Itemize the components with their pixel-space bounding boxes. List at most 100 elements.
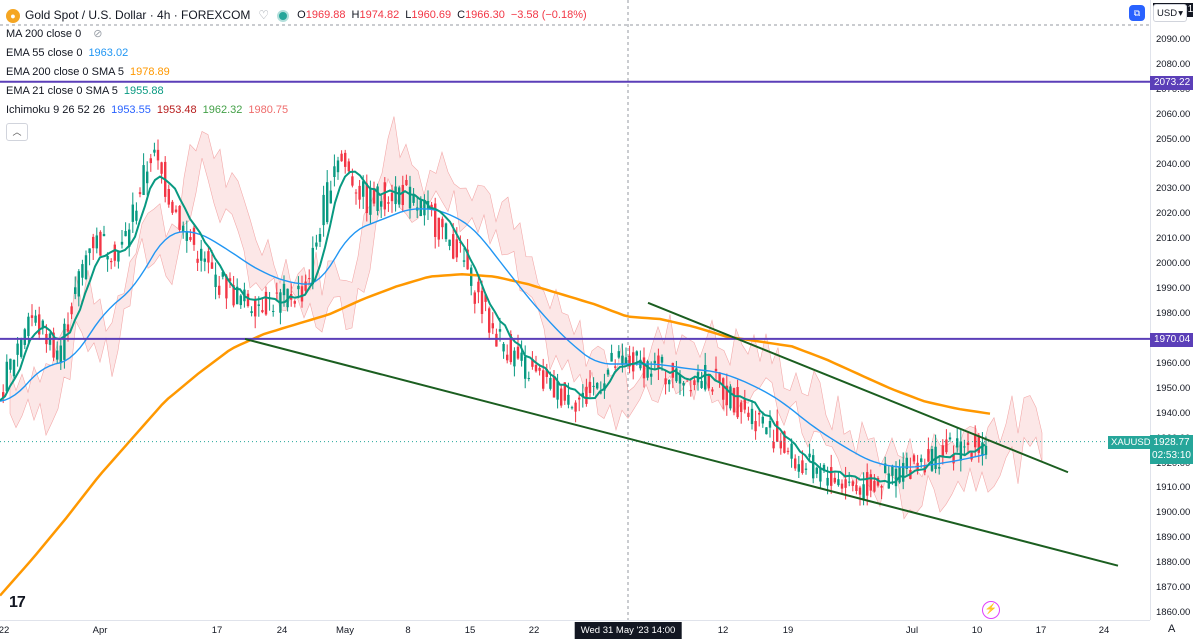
candle-body [92, 236, 95, 249]
ohlc-h-value: 1974.82 [359, 9, 400, 21]
lightning-icon[interactable]: ⚡ [982, 601, 1000, 619]
candle-body [509, 334, 512, 363]
candle-body [52, 332, 55, 358]
candle-body [732, 388, 736, 413]
candle-body [772, 441, 775, 449]
candle-body [700, 380, 703, 388]
price-change: −3.58 (−0.18%) [510, 9, 587, 21]
candle-body [776, 421, 779, 442]
candle-body [898, 467, 901, 483]
time-tick: Jul [905, 625, 919, 636]
candle-body [308, 278, 311, 280]
indicator-row-ichimoku[interactable]: Ichimoku 9 26 52 26 1953.55 1953.48 1962… [6, 101, 587, 120]
compare-icon[interactable]: ⧉ [1129, 5, 1145, 21]
indicator-row-ema55[interactable]: EMA 55 close 0 1963.02 [6, 44, 587, 63]
ohlc-h-key: H [351, 9, 360, 21]
candle-body [754, 421, 757, 432]
candle-body [304, 281, 307, 291]
candle-body [261, 310, 264, 313]
candle-body [380, 201, 383, 207]
candle-body [34, 315, 37, 323]
candle-body [300, 286, 304, 302]
candle-body [660, 356, 664, 363]
candle-body [506, 354, 509, 361]
time-tick: 15 [464, 625, 476, 636]
candle-body [63, 323, 66, 360]
eye-off-icon[interactable]: ⊘ [93, 28, 103, 40]
candle-body [714, 368, 718, 372]
candle-body [538, 367, 541, 371]
price-tick: 1860.00 [1156, 607, 1191, 618]
candle-body [394, 186, 397, 205]
candle-body [822, 464, 826, 471]
candle-body [282, 283, 286, 296]
axis-settings-button[interactable]: A [1168, 623, 1176, 635]
candle-body [707, 374, 710, 389]
indicator-row-ma200[interactable]: MA 200 close 0 ⊘ [6, 25, 587, 44]
price-tick: 1870.00 [1156, 582, 1191, 594]
candle-body [794, 458, 797, 469]
candle-body [16, 343, 19, 355]
candle-body [592, 385, 595, 387]
candle-body [761, 416, 764, 424]
currency-dropdown[interactable]: USD ▾ [1153, 4, 1187, 22]
candle-body [347, 161, 350, 172]
price-tick: 1980.00 [1156, 308, 1191, 320]
ema55-line [0, 208, 986, 468]
candle-body [405, 179, 408, 186]
chart-area[interactable] [0, 0, 1150, 620]
candle-body [214, 274, 217, 288]
indicator-row-ema21[interactable]: EMA 21 close 0 SMA 5 1955.88 [6, 82, 587, 101]
candle-body [628, 355, 631, 367]
candle-body [610, 352, 613, 362]
candle-body [88, 248, 91, 254]
price-tick: 2060.00 [1156, 108, 1191, 120]
candle-body [250, 311, 253, 314]
candle-body [668, 380, 671, 385]
candle-body [912, 455, 916, 462]
tradingview-logo-icon[interactable]: 17 [9, 594, 26, 611]
hline-label-1: 2073.22 [1150, 76, 1193, 90]
candle-body [632, 352, 635, 372]
candle-body [99, 231, 102, 256]
symbol-title[interactable]: Gold Spot / U.S. Dollar · 4h · FOREXCOM [25, 8, 251, 22]
indicator-row-ema200[interactable]: EMA 200 close 0 SMA 5 1978.89 [6, 63, 587, 82]
price-axis[interactable]: 2090.002080.002070.002060.002050.002040.… [1150, 0, 1193, 620]
candle-body [729, 386, 732, 409]
market-open-icon [277, 9, 290, 22]
candle-body [812, 455, 815, 479]
ema21-line [0, 170, 986, 484]
candle-body [527, 377, 530, 379]
candle-body [196, 258, 199, 263]
lower-trendline [244, 337, 1119, 567]
heart-icon[interactable]: ♡ [258, 8, 270, 22]
candle-body [239, 295, 242, 306]
price-tick: 2090.00 [1156, 34, 1191, 45]
time-axis[interactable]: Wed 31 May '23 14:00 22 Apr 17 24 May 8 15 22 12… [0, 620, 1150, 641]
candle-body [441, 218, 444, 228]
collapse-legend-button[interactable]: ︿ [6, 123, 28, 141]
candle-body [711, 389, 714, 392]
candle-body [498, 329, 502, 332]
candle-body [858, 487, 862, 495]
candle-body [491, 323, 494, 329]
candle-body [966, 442, 970, 446]
candle-body [23, 329, 26, 345]
indicator-value: 1963.02 [88, 47, 129, 59]
candle-body [135, 210, 138, 221]
candle-body [941, 445, 944, 458]
candle-body [635, 351, 638, 356]
candle-body [513, 350, 516, 367]
symbol-price-tag: XAUUSD [1108, 436, 1154, 449]
candle-body [862, 484, 865, 500]
candle-body [264, 291, 268, 315]
candle-body [470, 267, 473, 286]
candle-body [20, 338, 23, 357]
candle-body [869, 474, 872, 491]
candle-body [844, 479, 847, 488]
candle-body [444, 223, 448, 240]
candle-body [110, 260, 113, 263]
time-tick: 8 [405, 625, 411, 636]
candle-body [819, 467, 822, 482]
candle-body [531, 358, 534, 367]
